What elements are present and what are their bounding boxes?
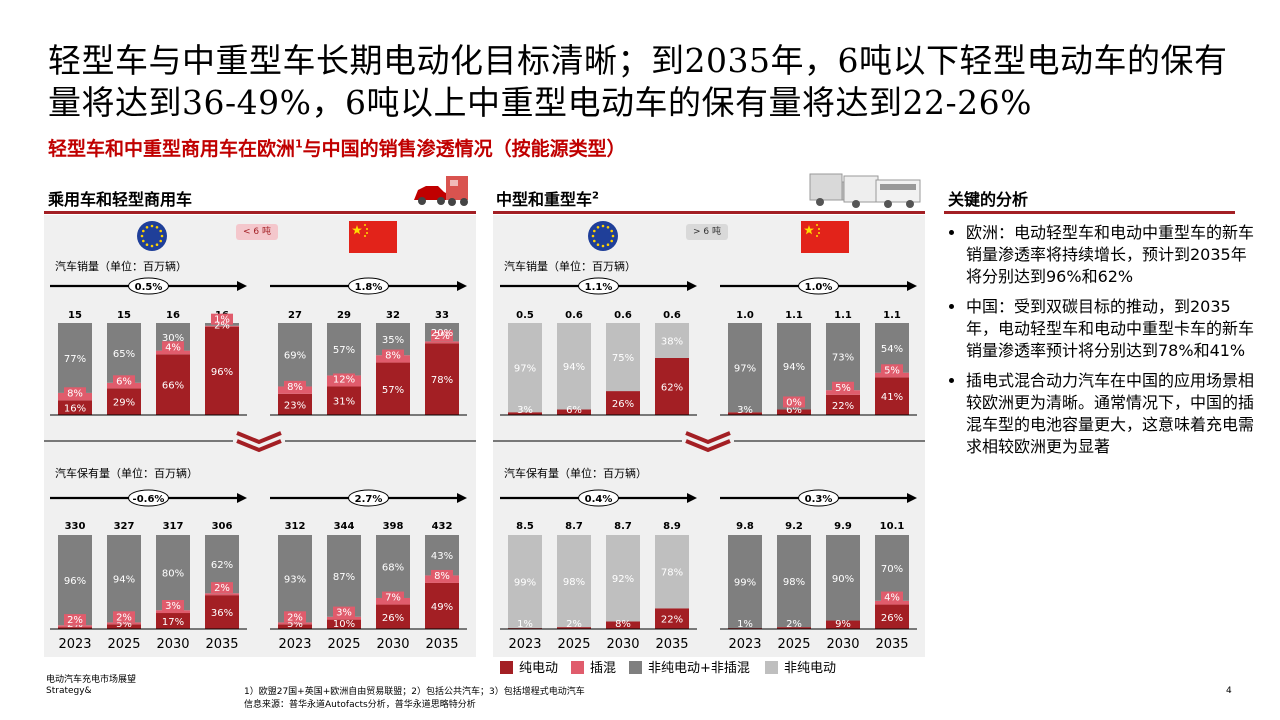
legend-label: 非纯电动 — [784, 661, 837, 676]
car-icon — [412, 172, 472, 212]
eu-flag-icon — [136, 220, 184, 252]
year-label: 2025 — [557, 637, 591, 652]
legend-item: 纯电动 — [500, 657, 558, 676]
truck-icon — [806, 166, 924, 214]
left-panel — [44, 215, 476, 657]
year-label: 2023 — [508, 637, 542, 652]
right-section-title: 中型和重型车2 — [496, 190, 599, 209]
source-note: 信息来源：普华永道Autofacts分析，普华永道思略特分析 — [244, 700, 476, 710]
year-label: 2030 — [376, 637, 410, 652]
stock-unit-label: 汽车保有量（单位：百万辆） — [504, 467, 647, 480]
chart-subtitle: 轻型车和中重型商用车在欧洲1与中国的销售渗透情况（按能源类型） — [48, 137, 626, 160]
year-label: 2030 — [156, 637, 190, 652]
left-section-title: 乘用车和轻型商用车 — [48, 190, 193, 209]
year-label: 2035 — [655, 637, 689, 652]
legend-label: 纯电动 — [519, 661, 559, 676]
analysis-item: 欧洲：电动轻型车和电动中重型车的新车销量渗透率将持续增长，预计到2035年将分别… — [966, 222, 1256, 288]
legend-swatch — [500, 661, 513, 674]
page-title: 轻型车与中重型车长期电动化目标清晰；到2035年，6吨以下轻型电动车的保有量将达… — [48, 41, 1228, 122]
china-flag-icon — [349, 221, 397, 253]
year-label: 2035 — [425, 637, 459, 652]
year-label: 2030 — [826, 637, 860, 652]
legend-item: 非纯电动+非插混 — [629, 657, 750, 676]
legend-item: 非纯电动 — [765, 657, 836, 676]
legend-label: 插混 — [590, 661, 617, 676]
legend-label: 非纯电动+非插混 — [648, 661, 750, 676]
analysis-title: 关键的分析 — [948, 190, 1029, 209]
year-label: 2025 — [777, 637, 811, 652]
legend-swatch — [571, 661, 584, 674]
legend-item: 插混 — [571, 657, 616, 676]
weight-pill: > 6 吨 — [686, 224, 728, 240]
year-label: 2023 — [278, 637, 312, 652]
page-number: 4 — [1226, 686, 1232, 696]
left-section-rule — [44, 211, 476, 214]
eu-flag-icon — [587, 220, 635, 252]
year-label: 2025 — [107, 637, 141, 652]
year-label: 2035 — [205, 637, 239, 652]
footnote: 1）欧盟27国+英国+欧洲自由贸易联盟；2）包括公共汽车；3）包括增程式电动汽车 — [244, 687, 585, 697]
year-label: 2035 — [875, 637, 909, 652]
right-section-rule — [493, 211, 925, 214]
right-panel — [493, 215, 925, 657]
year-label: 2023 — [728, 637, 762, 652]
analysis-item: 插电式混合动力汽车在中国的应用场景相较欧洲更为清晰。通常情况下，中国的插混车型的… — [966, 370, 1256, 458]
legend-swatch — [629, 661, 642, 674]
footer-brand: Strategy& — [46, 686, 92, 696]
analysis-rule — [944, 211, 1235, 214]
year-label: 2023 — [58, 637, 92, 652]
year-label: 2025 — [327, 637, 361, 652]
stock-unit-label: 汽车保有量（单位：百万辆） — [55, 467, 198, 480]
analysis-item: 中国：受到双碳目标的推动，到2035年，电动轻型车和电动中重型卡车的新车销量渗透… — [966, 296, 1256, 362]
legend-swatch — [765, 661, 778, 674]
footer-title: 电动汽车充电市场展望 — [46, 675, 137, 685]
sales-unit-label: 汽车销量（单位：百万辆） — [504, 260, 636, 273]
weight-pill: < 6 吨 — [236, 224, 278, 240]
sales-unit-label: 汽车销量（单位：百万辆） — [55, 260, 187, 273]
year-label: 2030 — [606, 637, 640, 652]
china-flag-icon — [801, 221, 849, 253]
